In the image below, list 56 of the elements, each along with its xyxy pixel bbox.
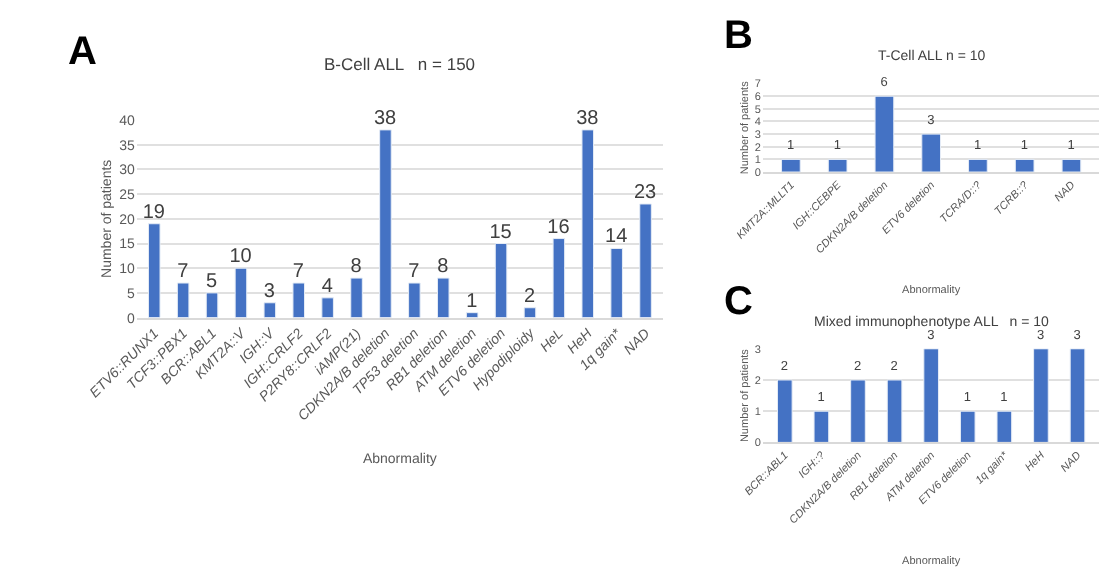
data-label: 7 [177, 261, 190, 284]
bar [436, 277, 450, 318]
data-label: 8 [437, 256, 450, 279]
data-label: 14 [605, 226, 629, 249]
bar [968, 158, 988, 172]
bar [263, 302, 277, 318]
bar [639, 203, 652, 318]
bar [465, 312, 479, 318]
data-label: 19 [142, 201, 166, 224]
data-label: 5 [206, 270, 219, 293]
bar [350, 277, 363, 318]
bar [959, 410, 976, 443]
bar [776, 379, 793, 443]
text: C [724, 280, 753, 324]
data-label: 38 [576, 107, 600, 130]
bar [494, 243, 508, 318]
text: B [724, 14, 753, 58]
bar [996, 410, 1013, 443]
bar [886, 379, 903, 443]
bar [850, 379, 866, 443]
bar [176, 282, 190, 318]
bar [581, 129, 595, 318]
bar [147, 223, 161, 318]
data-label: 15 [489, 221, 513, 244]
bar [321, 297, 334, 318]
data-label: 2 [523, 285, 536, 308]
data-label: 7 [292, 261, 305, 284]
data-label: 23 [634, 181, 658, 204]
bar [234, 267, 248, 318]
bar [523, 307, 537, 318]
bar [379, 129, 392, 318]
data-label: 16 [547, 216, 571, 239]
bar [813, 410, 830, 443]
chart-title: B-Cell ALL n = 150 [324, 54, 476, 74]
bar [292, 282, 306, 318]
bar [1061, 158, 1082, 172]
bar [827, 158, 848, 172]
bar [874, 95, 895, 172]
bar [408, 282, 421, 318]
bar [923, 348, 939, 443]
bar [205, 292, 219, 318]
bar [781, 158, 801, 172]
data-label: 8 [350, 256, 363, 279]
bar [1069, 348, 1086, 443]
data-label: 3 [263, 280, 276, 303]
data-label: 4 [321, 275, 334, 298]
bar [1033, 348, 1049, 443]
bar [610, 247, 623, 318]
data-label: 38 [373, 107, 397, 130]
data-label: 1 [466, 290, 479, 313]
bar [921, 133, 942, 172]
text: A [68, 30, 97, 74]
data-label: 7 [408, 261, 421, 284]
data-label: 10 [229, 246, 253, 269]
bar [552, 238, 566, 318]
bar [1014, 158, 1035, 172]
